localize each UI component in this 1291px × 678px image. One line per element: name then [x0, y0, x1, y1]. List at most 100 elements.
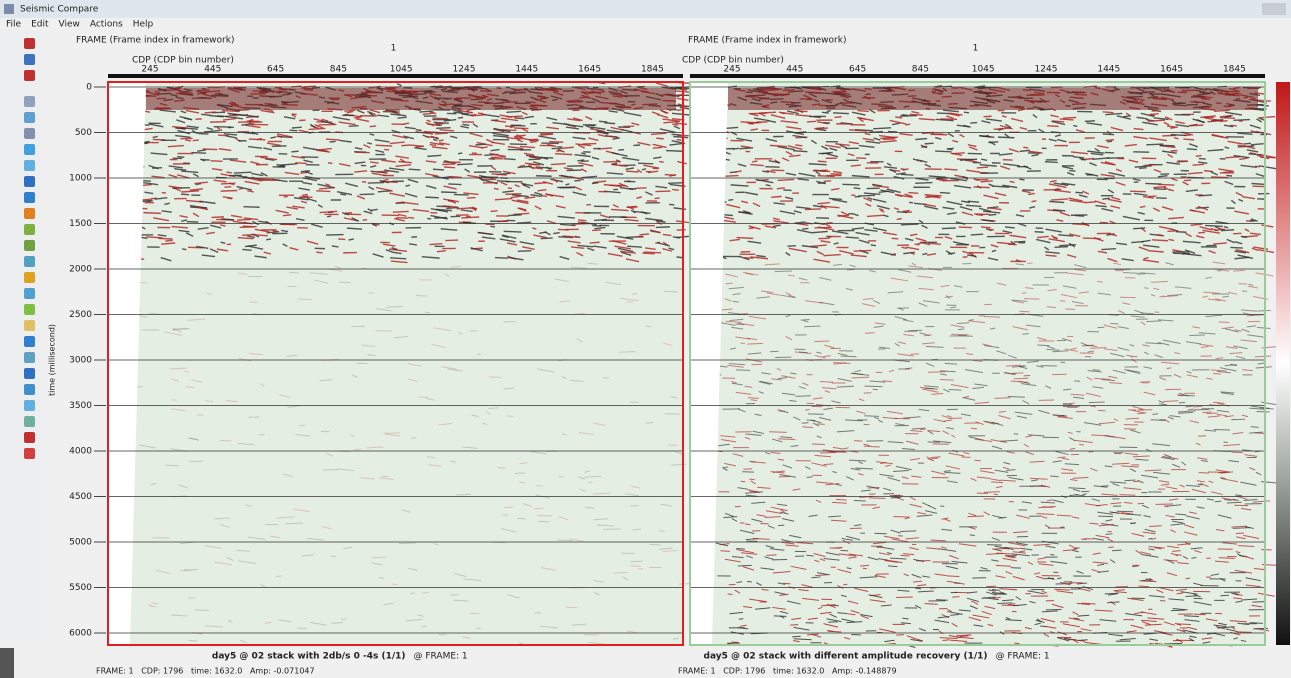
- seismic-trace: [490, 148, 500, 152]
- seismic-trace: [240, 639, 247, 644]
- seismic-trace: [447, 368, 463, 372]
- seismic-trace: [865, 202, 872, 207]
- tool-icon[interactable]: [24, 400, 35, 411]
- seismic-trace: [792, 488, 801, 491]
- tool-icon[interactable]: [24, 70, 35, 81]
- seismic-trace: [1163, 621, 1176, 626]
- menu-item[interactable]: File: [6, 20, 22, 30]
- seismic-trace: [192, 212, 200, 218]
- tool-icon[interactable]: [24, 416, 35, 427]
- seismic-trace: [994, 548, 1002, 552]
- tool-icon[interactable]: [24, 112, 35, 123]
- tool-icon[interactable]: [24, 192, 35, 203]
- seismic-trace: [1122, 272, 1140, 274]
- seismic-trace: [811, 576, 821, 579]
- seismic-trace: [1094, 147, 1100, 152]
- seismic-trace: [1044, 246, 1050, 251]
- seismic-trace: [921, 502, 931, 507]
- seismic-trace: [855, 467, 873, 470]
- tool-icon[interactable]: [24, 432, 35, 443]
- seismic-trace: [1053, 189, 1071, 194]
- seismic-trace: [823, 253, 841, 257]
- seismic-trace: [953, 184, 972, 189]
- tool-icon[interactable]: [24, 336, 35, 347]
- seismic-trace: [1250, 143, 1264, 146]
- tool-icon[interactable]: [24, 160, 35, 171]
- tool-icon[interactable]: [24, 38, 35, 49]
- seismic-trace: [989, 327, 996, 330]
- tool-icon[interactable]: [24, 304, 35, 315]
- seismic-trace: [1159, 295, 1165, 298]
- seismic-trace: [858, 239, 870, 244]
- seismic-trace: [276, 516, 295, 519]
- seismic-trace: [144, 191, 154, 195]
- menu-item[interactable]: Edit: [31, 20, 49, 30]
- tool-icon[interactable]: [24, 240, 35, 251]
- tool-icon[interactable]: [24, 288, 35, 299]
- seismic-trace: [622, 156, 640, 162]
- panel-border[interactable]: [689, 81, 1266, 646]
- seismic-trace: [1056, 219, 1064, 222]
- tool-icon[interactable]: [24, 352, 35, 363]
- seismic-trace: [950, 306, 957, 309]
- tool-icon[interactable]: [24, 384, 35, 395]
- seismic-trace: [749, 598, 768, 603]
- tool-icon[interactable]: [24, 320, 35, 331]
- cdp-tick-label: 245: [723, 65, 740, 75]
- seismic-trace: [785, 196, 794, 200]
- close-button[interactable]: [1262, 3, 1286, 15]
- seismic-trace: [1178, 401, 1186, 404]
- seismic-trace: [192, 173, 200, 178]
- seismic-trace: [1004, 123, 1012, 128]
- tool-icon[interactable]: [24, 272, 35, 283]
- seismic-trace: [464, 578, 482, 581]
- seismic-trace: [789, 399, 797, 402]
- tool-icon[interactable]: [24, 128, 35, 139]
- seismic-trace: [737, 322, 755, 327]
- tool-icon[interactable]: [24, 208, 35, 219]
- seismic-trace: [514, 117, 525, 120]
- seismic-trace: [804, 208, 821, 211]
- tool-icon[interactable]: [24, 176, 35, 187]
- seismic-trace: [1252, 500, 1271, 503]
- seismic-trace: [580, 168, 587, 173]
- seismic-trace: [316, 251, 323, 254]
- seismic-trace: [1085, 201, 1096, 204]
- seismic-trace: [924, 387, 938, 390]
- tool-icon[interactable]: [24, 256, 35, 267]
- tool-icon[interactable]: [24, 448, 35, 459]
- seismic-trace: [263, 147, 273, 151]
- seismic-trace: [608, 110, 618, 113]
- tool-icon[interactable]: [24, 96, 35, 107]
- seismic-trace: [1074, 494, 1086, 497]
- seismic-trace: [630, 565, 641, 567]
- seismic-trace: [1180, 591, 1198, 595]
- tool-icon[interactable]: [24, 144, 35, 155]
- seismic-trace: [930, 539, 946, 542]
- menu-item[interactable]: View: [59, 20, 80, 30]
- seismic-trace: [968, 146, 978, 151]
- tool-icon[interactable]: [24, 224, 35, 235]
- seismic-trace: [1234, 329, 1242, 332]
- seismic-trace: [902, 209, 910, 213]
- tool-icon[interactable]: [24, 54, 35, 65]
- panel-border[interactable]: [107, 81, 684, 646]
- seismic-trace: [1241, 309, 1258, 312]
- tool-icon[interactable]: [24, 368, 35, 379]
- seismic-trace: [1129, 344, 1135, 347]
- seismic-trace: [1161, 456, 1175, 460]
- menu-item[interactable]: Help: [133, 20, 154, 30]
- seismic-trace: [765, 545, 775, 549]
- seismic-trace: [1098, 421, 1116, 425]
- seismic-trace: [728, 286, 744, 290]
- menu-item[interactable]: Actions: [90, 20, 123, 30]
- seismic-trace: [1241, 414, 1249, 418]
- seismic-trace: [491, 141, 505, 146]
- seismic-trace: [1014, 642, 1020, 645]
- seismic-trace: [457, 116, 464, 119]
- seismic-trace: [186, 220, 199, 223]
- seismic-trace: [567, 118, 581, 122]
- seismic-trace: [1186, 370, 1192, 374]
- seismic-trace: [405, 619, 423, 622]
- seismic-trace: [804, 325, 821, 328]
